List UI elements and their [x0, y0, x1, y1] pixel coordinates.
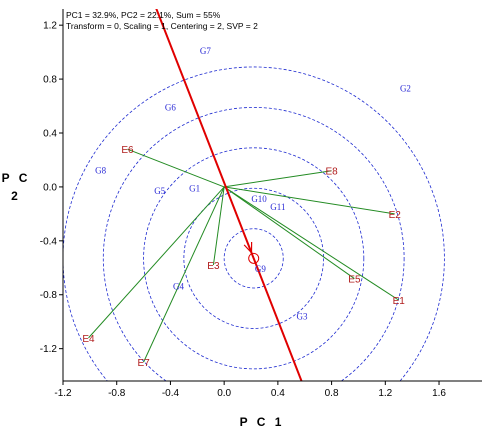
y-tick-label: 0.4	[43, 129, 57, 140]
genotype-label-g2: G2	[400, 84, 411, 94]
vector-e3	[212, 186, 225, 266]
y-axis-title-line-2: 2	[11, 189, 21, 203]
header-line-2: Transform = 0, Scaling = 1, Centering = …	[66, 21, 258, 31]
x-tick-label: -0.4	[162, 388, 180, 399]
environment-label-e7: E7	[137, 358, 150, 369]
genotype-label-g3: G3	[297, 311, 308, 321]
genotype-label-g9: G9	[255, 264, 266, 274]
environment-label-e2: E2	[389, 210, 402, 221]
genotype-label-g11: G11	[270, 202, 285, 212]
environment-label-e5: E5	[348, 275, 361, 286]
genotype-label-g1: G1	[189, 183, 200, 193]
axes: -1.2 -0.8 -0.4 0.0 0.4 0.8 1.2 1.6 1.2 0.8 0.4 0.0 -…	[40, 9, 482, 399]
x-tick-label: 0.8	[325, 388, 339, 399]
x-tick-label: 0.4	[271, 388, 285, 399]
genotype-label-g8: G8	[95, 166, 106, 176]
y-tick-label: -0.8	[40, 290, 58, 301]
x-tick-label: 1.2	[378, 388, 392, 399]
environment-label-e4: E4	[82, 334, 95, 345]
genotype-label-g5: G5	[154, 186, 165, 196]
y-axis-title-line-1: P C	[2, 171, 31, 185]
environment-vectors	[88, 148, 400, 363]
vector-e7	[143, 186, 225, 363]
vector-e5	[223, 186, 355, 279]
concentric-circle-4	[102, 107, 405, 381]
vector-e1	[223, 186, 400, 301]
environment-labels: E1 E2 E3 E4 E5 E6 E7 E8	[82, 145, 405, 369]
y-tick-label: -1.2	[40, 344, 58, 355]
vector-e4	[88, 186, 225, 339]
x-tick-label: -0.8	[108, 388, 126, 399]
vector-e8	[224, 170, 332, 188]
vector-e2	[224, 186, 395, 215]
genotype-label-g4: G4	[173, 282, 184, 292]
aea-arrow-icon	[243, 241, 253, 255]
genotype-label-g6: G6	[165, 102, 176, 112]
genotype-label-g10: G10	[251, 194, 267, 204]
concentric-circle-3	[143, 147, 365, 370]
genotype-label-g7: G7	[200, 46, 211, 56]
x-tick-label: -1.2	[54, 388, 72, 399]
y-tick-label: 0.0	[43, 182, 57, 193]
concentric-circle-2	[183, 187, 324, 329]
vector-e6	[127, 148, 225, 188]
environment-label-e6: E6	[121, 145, 134, 156]
average-environment-axis-line	[155, 9, 303, 381]
y-tick-label: 1.2	[43, 21, 57, 32]
concentric-circle-1	[223, 228, 284, 289]
x-tick-label: 0.0	[217, 388, 231, 399]
concentric-circles	[63, 66, 445, 381]
y-tick-label: 0.8	[43, 75, 57, 86]
average-environment-axis	[155, 9, 303, 381]
x-axis-title: P C 1	[240, 415, 285, 429]
environment-label-e1: E1	[393, 296, 406, 307]
environment-label-e8: E8	[325, 167, 338, 178]
y-tick-label: -0.4	[40, 236, 58, 247]
concentric-circle-5	[63, 66, 445, 381]
header-line-1: PC1 = 32.9%, PC2 = 22.1%, Sum = 55%	[66, 10, 221, 20]
aea-marker-circle	[248, 252, 260, 264]
environment-label-e3: E3	[207, 261, 220, 272]
x-tick-label: 1.6	[432, 388, 446, 399]
